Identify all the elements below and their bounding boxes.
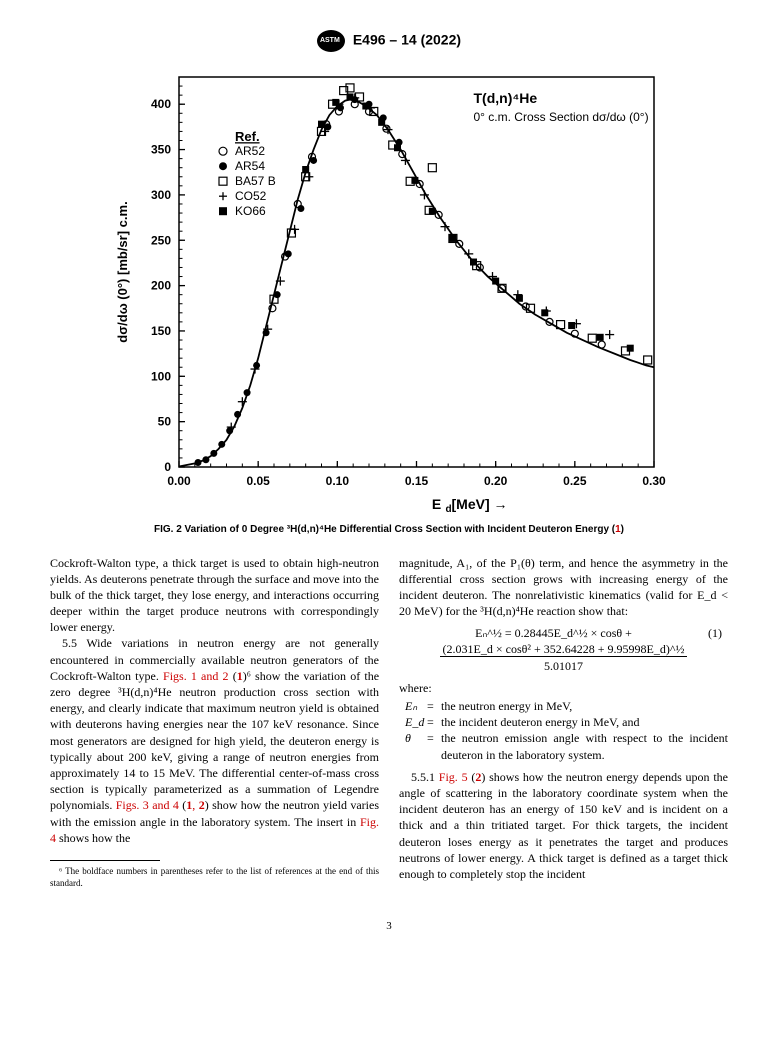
- svg-text:Ref.: Ref.: [235, 129, 260, 144]
- svg-text:0.05: 0.05: [246, 474, 270, 488]
- svg-text:0: 0: [164, 460, 171, 474]
- svg-text:dσ/dω (0°) [mb/sr] c.m.: dσ/dω (0°) [mb/sr] c.m.: [115, 201, 130, 342]
- svg-text:0.30: 0.30: [642, 474, 666, 488]
- svg-text:KO66: KO66: [235, 204, 266, 218]
- cross-section-chart: 0.00 0.05 0.10 0.15 0.20 0.25 0.30 0 50 100 150 200…: [109, 67, 669, 517]
- footnote-separator: [50, 860, 160, 861]
- svg-text:T(d,n)⁴He: T(d,n)⁴He: [474, 90, 538, 106]
- astm-logo-icon: [317, 30, 345, 52]
- svg-text:350: 350: [151, 143, 171, 157]
- svg-text:AR52: AR52: [235, 144, 265, 158]
- page-header: E496 – 14 (2022): [50, 30, 728, 52]
- svg-text:CO52: CO52: [235, 189, 267, 203]
- svg-text:E: E: [432, 496, 441, 512]
- para-cw: Cockroft-Walton type, a thick target is …: [50, 555, 379, 636]
- footnote-6: ⁶ The boldface numbers in parentheses re…: [50, 865, 379, 889]
- svg-text:0.10: 0.10: [326, 474, 350, 488]
- svg-text:0.00: 0.00: [167, 474, 191, 488]
- body-columns: Cockroft-Walton type, a thick target is …: [50, 555, 728, 890]
- svg-text:300: 300: [151, 188, 171, 202]
- para-5-5: 5.5 Wide variations in neutron energy ar…: [50, 635, 379, 845]
- svg-text:100: 100: [151, 369, 171, 383]
- svg-text:[MeV] →: [MeV] →: [452, 496, 508, 512]
- link-figs-3-4[interactable]: Figs. 3 and 4: [116, 798, 179, 812]
- where-label: where:: [399, 680, 728, 696]
- link-figs-1-2[interactable]: Figs. 1 and 2: [163, 669, 229, 683]
- svg-text:250: 250: [151, 233, 171, 247]
- equation-1: Eₙ^½ = 0.28445E_d^½ × cosθ +(1) (2.031E_…: [399, 625, 728, 674]
- para-magnitude: magnitude, A₁, of the P₁(θ) term, and he…: [399, 555, 728, 620]
- svg-text:0° c.m. Cross Section dσ/dω (0: 0° c.m. Cross Section dσ/dω (0°): [474, 110, 649, 124]
- svg-text:200: 200: [151, 279, 171, 293]
- where-definitions: Eₙ=the neutron energy in MeV, E_d=the in…: [405, 698, 728, 763]
- standard-code: E496 – 14 (2022): [353, 32, 461, 48]
- figure-2-caption: FIG. 2 Variation of 0 Degree ³H(d,n)⁴He …: [50, 523, 728, 537]
- svg-text:400: 400: [151, 97, 171, 111]
- svg-text:150: 150: [151, 324, 171, 338]
- svg-text:0.20: 0.20: [484, 474, 508, 488]
- svg-text:AR54: AR54: [235, 159, 265, 173]
- svg-text:BA57 B: BA57 B: [235, 174, 276, 188]
- para-5-5-1: 5.5.1 Fig. 5 (2) shows how the neutron e…: [399, 769, 728, 882]
- svg-text:50: 50: [158, 415, 172, 429]
- link-fig-5[interactable]: Fig. 5: [439, 770, 468, 784]
- svg-text:0.25: 0.25: [563, 474, 587, 488]
- page-number: 3: [50, 919, 728, 934]
- svg-text:0.15: 0.15: [405, 474, 429, 488]
